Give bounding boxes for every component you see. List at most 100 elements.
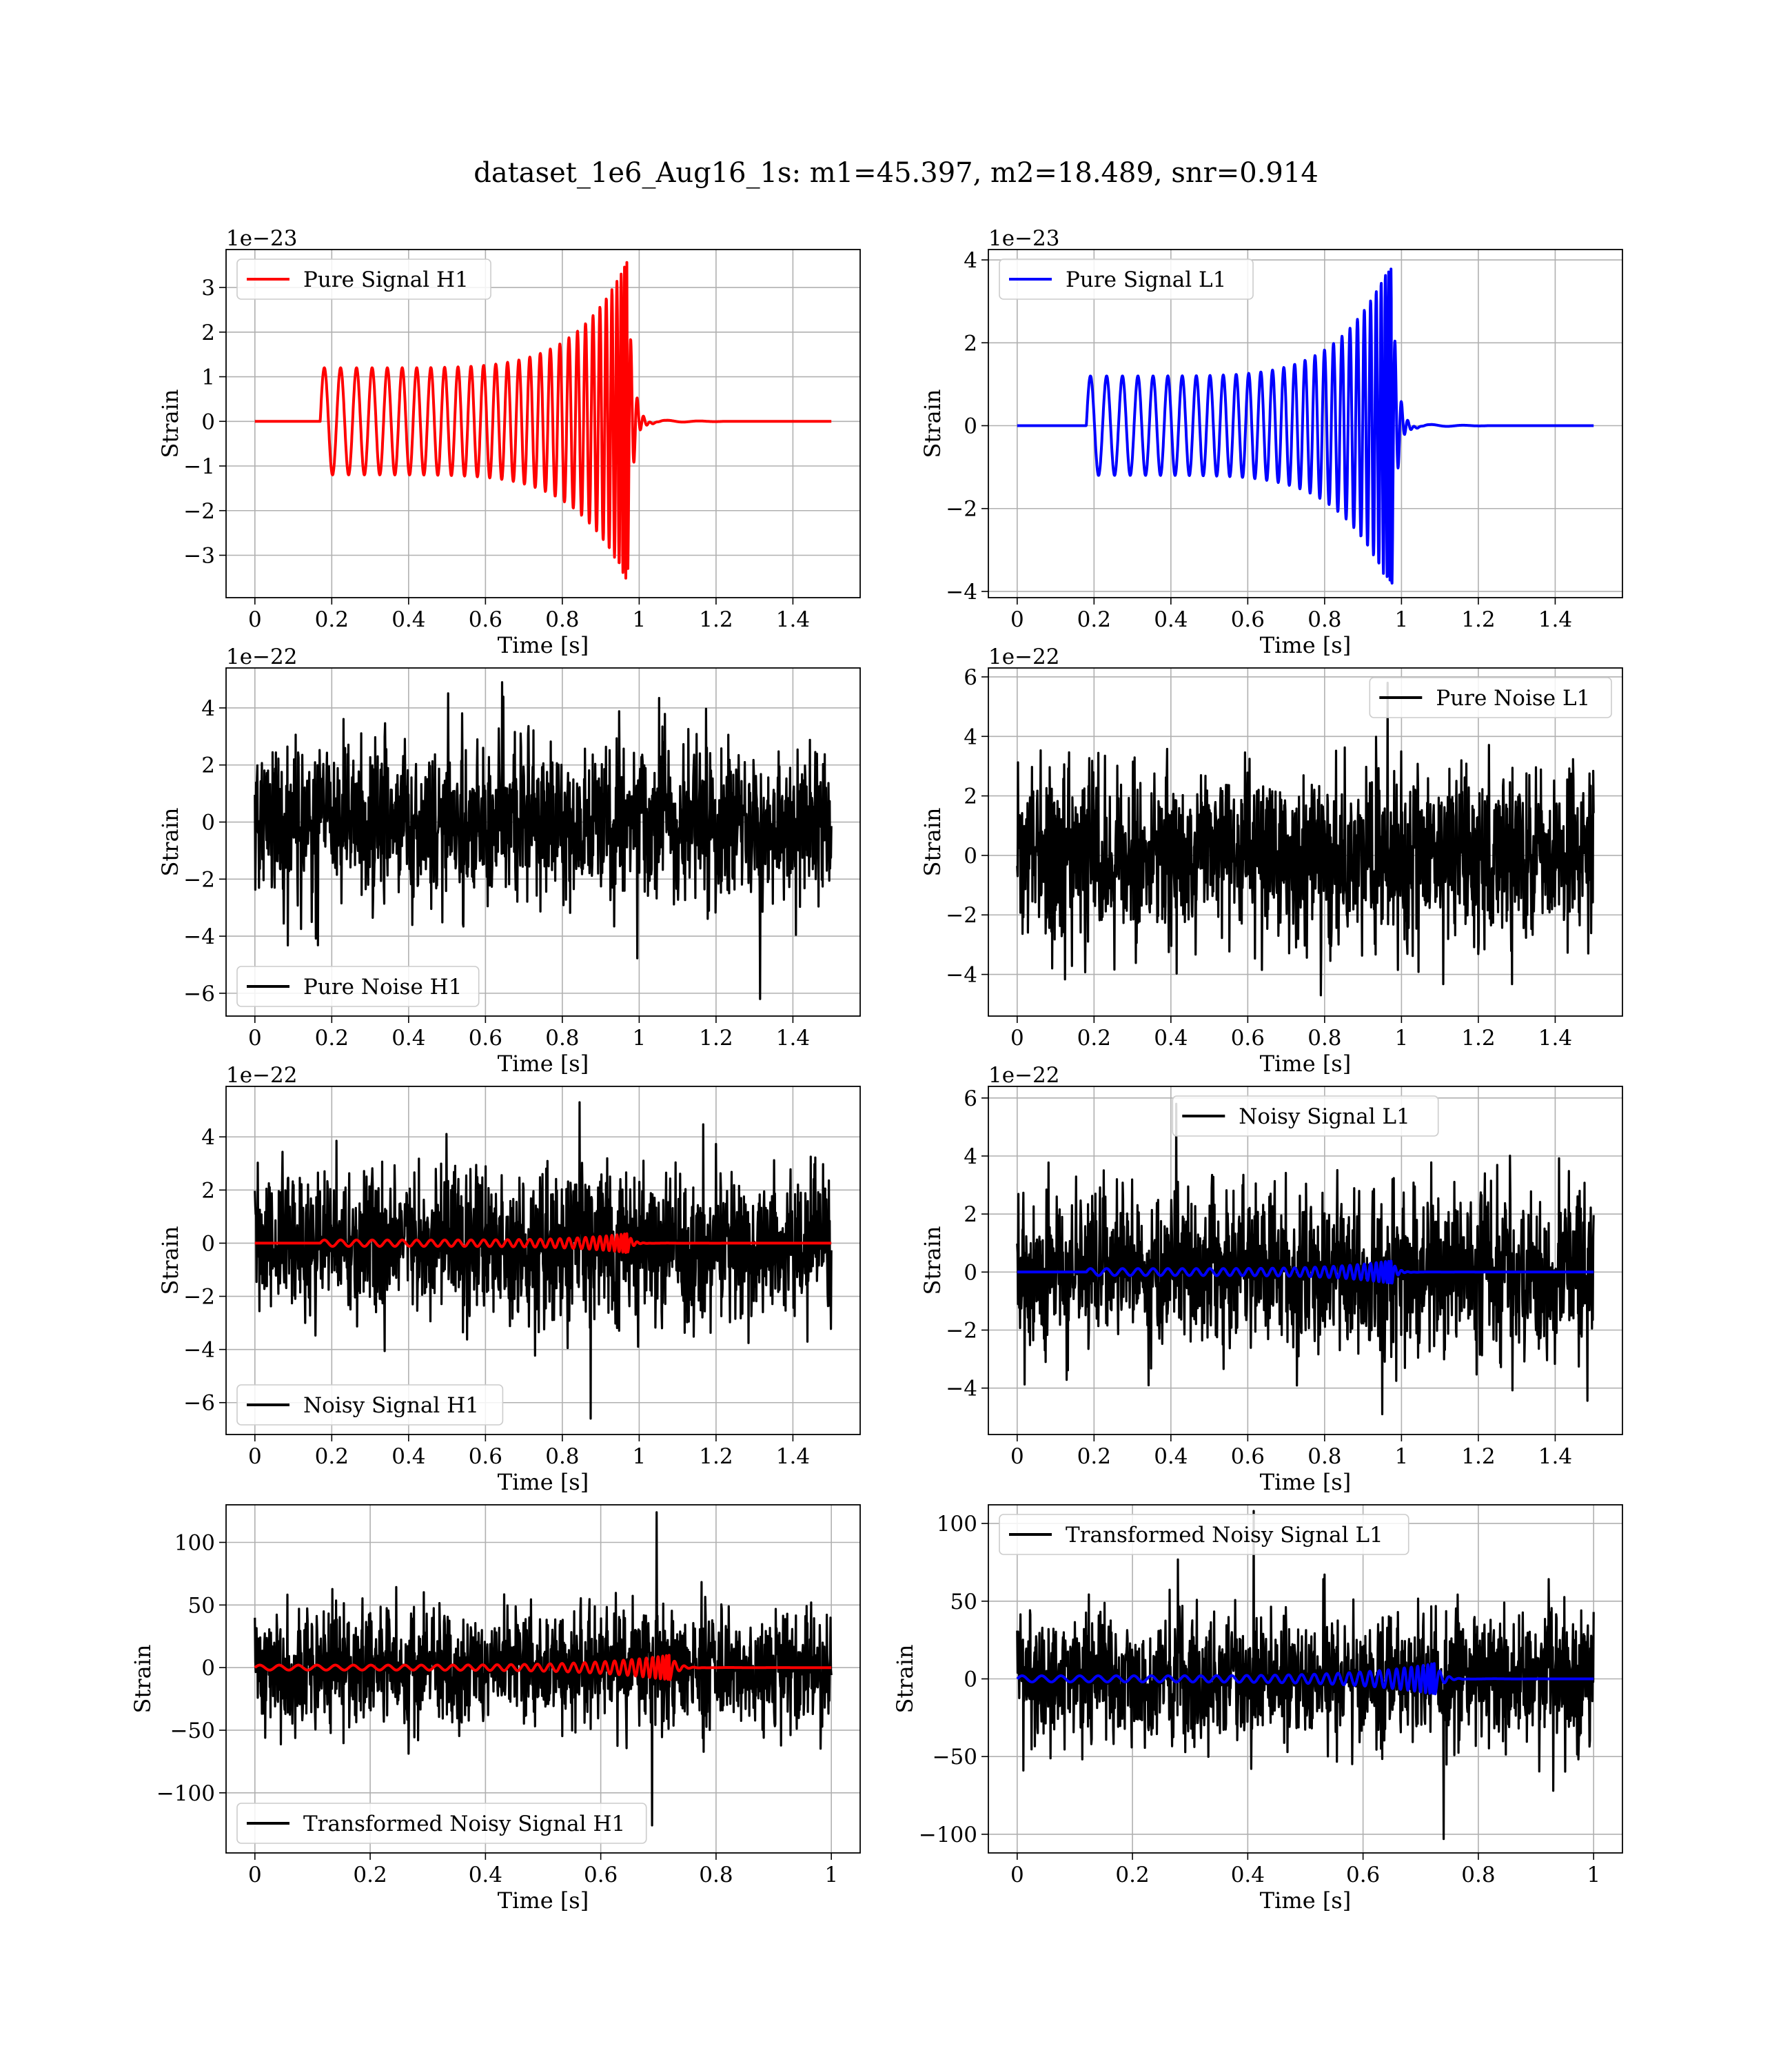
axes-frame [225,1504,861,1854]
y-tick-label: −1 [183,454,215,479]
y-tick-label: −100 [156,1781,215,1806]
legend-frame [236,1384,504,1426]
y-tick-label: 2 [964,1202,977,1227]
x-axis-label: Time [s] [498,1469,589,1495]
x-tick-label: 0.2 [315,1444,349,1469]
x-tick-label: 0.4 [391,607,425,632]
y-tick-label: −4 [946,580,977,605]
y-tick-label: 0 [964,1667,977,1692]
legend-label: Transformed Noisy Signal L1 [1066,1523,1383,1548]
y-tick-label: −3 [183,543,215,568]
x-tick-label: 0.2 [1077,1444,1111,1469]
y-tick-label: −2 [946,903,977,928]
figure-title: dataset_1e6_Aug16_1s: m1=45.397, m2=18.4… [474,157,1318,189]
series-line-noise [1016,1510,1595,1841]
y-tick-label: 4 [201,696,215,721]
legend: Transformed Noisy Signal L1 [999,1514,1409,1555]
subplot-noisy-signal-l1: 0 0.2 0.4 0.6 0.8 1 1.2 1.4 −4 −2 0 2 4 6 1e−22 Time [s… [919,1063,1623,1495]
x-tick-label: 1 [1395,1444,1409,1469]
axes-frame [988,249,1623,598]
legend-frame [236,258,491,300]
y-tick-label: −6 [183,982,215,1006]
series-line-signal [254,261,833,580]
x-tick-label: 1 [1395,1026,1409,1051]
axis-offset-text: 1e−22 [226,645,298,669]
x-tick-label: 0.8 [1307,607,1341,632]
y-tick-label: 100 [174,1530,215,1555]
x-tick-label: 0.8 [699,1863,733,1887]
y-tick-label: 4 [964,724,977,749]
x-tick-label: 1 [633,1444,646,1469]
legend-label: Noisy Signal H1 [303,1393,479,1418]
x-tick-label: 1.2 [1461,1444,1495,1469]
x-tick-label: 0.8 [1307,1026,1341,1051]
axes-frame [225,249,861,598]
legend-frame [1369,677,1612,718]
x-tick-label: 0.6 [469,607,502,632]
legend: Pure Noise L1 [1369,677,1612,718]
x-tick-label: 0 [248,1444,262,1469]
series-line-signal [254,1232,833,1254]
y-tick-label: 0 [201,811,215,835]
legend-frame [236,1803,647,1844]
y-tick-label: 0 [201,409,215,434]
y-tick-label: 50 [950,1590,977,1614]
y-tick-label: −2 [946,1319,977,1344]
y-axis-label: Strain [157,808,183,877]
series-line-noise [1016,1102,1595,1416]
legend-frame [1172,1095,1439,1137]
legend-frame [236,966,480,1007]
x-tick-label: 1.2 [699,607,733,632]
axis-offset-text: 1e−23 [226,226,298,251]
y-axis-label: Strain [157,1226,183,1295]
x-axis-label: Time [s] [498,1887,589,1914]
y-tick-label: −2 [946,497,977,522]
legend-frame [999,258,1254,300]
legend-label: Pure Signal L1 [1066,267,1226,292]
axis-offset-text: 1e−23 [988,226,1060,251]
subplot-noisy-signal-h1: 0 0.2 0.4 0.6 0.8 1 1.2 1.4 −6 −4 −2 0 2 4 1e−22 Time [… [157,1063,861,1495]
x-tick-label: 0.4 [391,1444,425,1469]
series-line-signal [254,1654,833,1681]
y-tick-label: 0 [201,1656,215,1681]
x-tick-label: 1 [1587,1863,1600,1887]
y-tick-label: 1 [201,365,215,390]
y-tick-label: −6 [183,1391,215,1416]
x-tick-label: 1.2 [699,1444,733,1469]
y-tick-label: −50 [170,1719,215,1743]
y-tick-label: 4 [964,248,977,273]
y-tick-label: 0 [201,1231,215,1256]
y-tick-label: 6 [964,665,977,690]
axes-frame [988,667,1623,1017]
series-line-noise [254,1101,833,1420]
y-tick-label: 2 [964,331,977,356]
x-axis-label: Time [s] [1260,1051,1351,1077]
y-tick-label: 50 [188,1593,215,1618]
y-tick-label: −4 [946,963,977,988]
legend-label: Pure Noise L1 [1436,686,1590,711]
y-tick-label: 0 [964,1260,977,1285]
axis-offset-text: 1e−22 [226,1063,298,1088]
x-tick-label: 0.8 [1307,1444,1341,1469]
x-tick-label: 0.2 [1115,1863,1149,1887]
subplot-pure-noise-h1: 0 0.2 0.4 0.6 0.8 1 1.2 1.4 −6 −4 −2 0 2 4 1e−22 Time [… [157,645,861,1077]
x-tick-label: 0.6 [469,1026,502,1051]
axes-frame [988,1086,1623,1435]
series-line-signal [1016,1662,1595,1696]
x-axis-label: Time [s] [498,1051,589,1077]
x-tick-label: 1 [1395,607,1409,632]
series-line-noise [1016,682,1595,997]
axes-background [988,250,1622,598]
x-tick-label: 0.4 [469,1863,502,1887]
x-tick-label: 0 [248,1026,262,1051]
series-line-noise [254,681,833,1000]
legend: Pure Signal L1 [999,258,1254,300]
y-axis-label: Strain [157,389,183,458]
x-axis-label: Time [s] [1260,1887,1351,1914]
axes-frame [225,1086,861,1435]
legend: Pure Noise H1 [236,966,480,1007]
y-tick-label: −4 [946,1377,977,1401]
legend: Pure Signal H1 [236,258,491,300]
x-tick-label: 1.2 [1461,1026,1495,1051]
